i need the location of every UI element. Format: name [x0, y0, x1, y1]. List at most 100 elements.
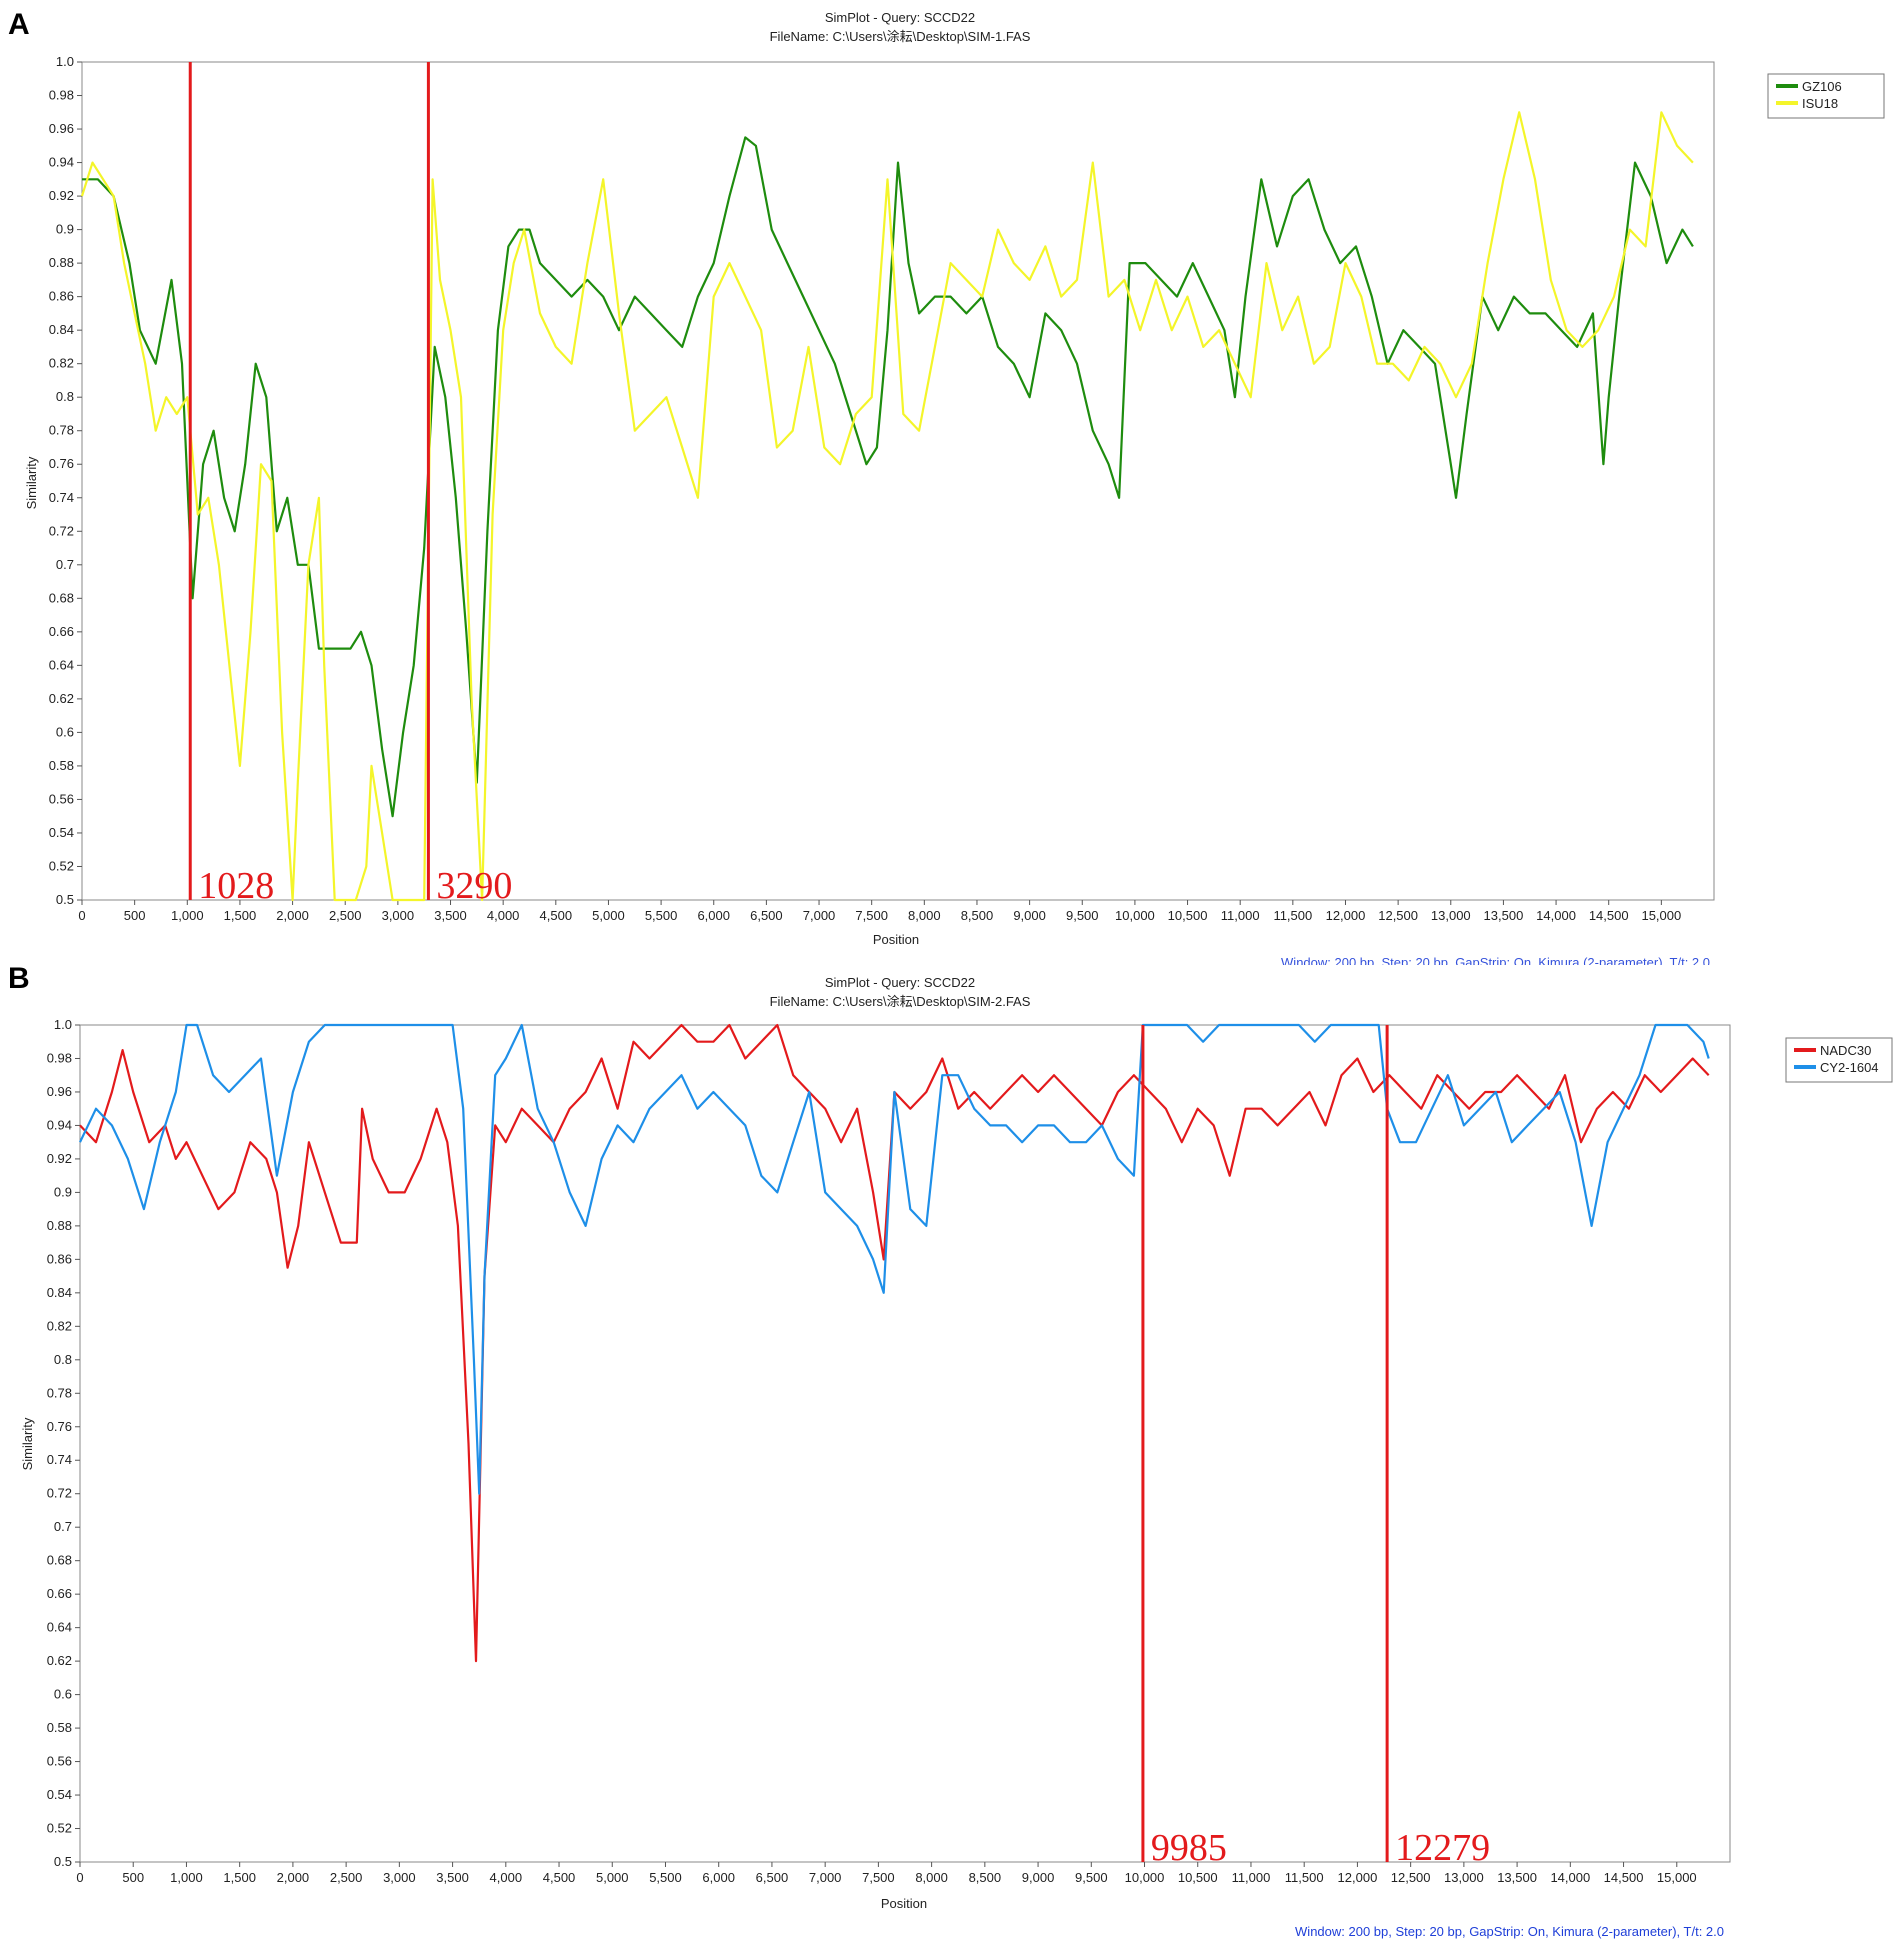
y-tick-label: 0.64 [49, 657, 74, 672]
y-tick-label: 0.52 [49, 858, 74, 873]
x-tick-label: 4,000 [490, 1870, 523, 1885]
x-tick-label: 2,500 [330, 1870, 363, 1885]
x-tick-label: 500 [124, 908, 146, 923]
x-tick-label: 13,500 [1497, 1870, 1537, 1885]
plot-area [81, 61, 1715, 901]
x-tick-label: 6,500 [750, 908, 783, 923]
x-tick-label: 500 [122, 1870, 144, 1885]
chart-subtitle: FileName: C:\Users\涂耘\Desktop\SIM-1.FAS [770, 29, 1031, 44]
y-tick-label: 0.8 [56, 389, 74, 404]
y-tick-label: 0.6 [56, 724, 74, 739]
x-tick-label: 7,500 [855, 908, 888, 923]
legend-label: ISU18 [1802, 96, 1838, 111]
x-axis-label: Position [881, 1896, 927, 1911]
y-tick-label: 0.74 [49, 490, 74, 505]
y-tick-label: 0.68 [47, 1553, 72, 1568]
series-lines [80, 111, 1694, 902]
legend-box [1767, 73, 1885, 119]
settings-footer: Window: 200 bp, Step: 20 bp, GapStrip: O… [1295, 1924, 1724, 1939]
x-tick-label: 5,500 [645, 908, 678, 923]
panel-letter: B [8, 962, 30, 995]
x-tick-label: 4,500 [543, 1870, 576, 1885]
x-tick-label: 11,000 [1221, 908, 1260, 923]
series-line-gz106 [82, 136, 1694, 818]
y-tick-label: 0.5 [54, 1854, 72, 1869]
x-tick-label: 0 [76, 1870, 83, 1885]
legend-label: CY2-1604 [1820, 1060, 1879, 1075]
series-line-nadc30 [79, 1023, 1710, 1663]
settings-footer: Window: 200 bp, Step: 20 bp, GapStrip: O… [1281, 955, 1710, 970]
y-tick-label: 0.54 [49, 825, 74, 840]
x-tick-label: 14,000 [1550, 1870, 1590, 1885]
y-tick-label: 0.7 [54, 1519, 72, 1534]
y-tick-label: 0.78 [49, 423, 74, 438]
x-tick-label: 15,000 [1657, 1870, 1697, 1885]
chart-title: SimPlot - Query: SCCD22 [825, 10, 975, 25]
panel-letter: A [8, 8, 30, 41]
series-line-isu18 [80, 111, 1694, 902]
x-tick-label: 2,000 [276, 908, 309, 923]
y-tick-label: 0.5 [56, 892, 74, 907]
y-tick-label: 0.76 [47, 1419, 72, 1434]
x-tick-label: 4,000 [487, 908, 520, 923]
x-tick-label: 2,500 [329, 908, 362, 923]
x-tick-label: 12,500 [1391, 1870, 1431, 1885]
series-lines [79, 1023, 1710, 1663]
x-tick-label: 7,500 [862, 1870, 895, 1885]
y-tick-label: 1.0 [54, 1017, 72, 1032]
breakpoint-label: 9985 [1151, 1827, 1227, 1869]
x-tick-label: 11,500 [1285, 1870, 1324, 1885]
y-tick-label: 1.0 [56, 54, 74, 69]
y-tick-label: 0.58 [47, 1720, 72, 1735]
x-tick-label: 3,500 [436, 1870, 469, 1885]
y-tick-label: 0.74 [47, 1452, 72, 1467]
x-tick-label: 6,500 [756, 1870, 789, 1885]
y-tick-label: 0.86 [49, 289, 74, 304]
x-tick-label: 7,000 [803, 908, 836, 923]
y-tick-label: 0.78 [47, 1385, 72, 1400]
y-tick-label: 0.6 [54, 1687, 72, 1702]
x-tick-label: 8,000 [908, 908, 941, 923]
x-tick-label: 7,000 [809, 1870, 842, 1885]
x-tick-label: 5,000 [596, 1870, 629, 1885]
y-tick-label: 0.64 [47, 1620, 72, 1635]
y-tick-label: 0.96 [49, 121, 74, 136]
chart-title: SimPlot - Query: SCCD22 [825, 975, 975, 990]
legend-label: NADC30 [1820, 1043, 1871, 1058]
chart-subtitle: FileName: C:\Users\涂耘\Desktop\SIM-2.FAS [770, 994, 1031, 1009]
y-axis-label: Similarity [20, 1417, 35, 1470]
panel-a: A SimPlot - Query: SCCD22 FileName: C:\U… [8, 8, 1885, 970]
y-tick-label: 0.76 [49, 456, 74, 471]
y-tick-label: 0.98 [49, 88, 74, 103]
y-tick-label: 0.58 [49, 758, 74, 773]
y-axis-label: Similarity [24, 456, 39, 509]
x-tick-label: 10,500 [1168, 908, 1208, 923]
y-tick-label: 0.72 [49, 523, 74, 538]
y-tick-label: 0.82 [49, 356, 74, 371]
legend-label: GZ106 [1802, 79, 1842, 94]
x-axis-ticks: 0 500 1,000 1,500 2,000 2,500 3,000 3,500 4,000 4… [76, 1862, 1697, 1885]
y-tick-label: 0.98 [47, 1050, 72, 1065]
x-tick-label: 0 [78, 908, 85, 923]
x-axis-label: Position [873, 932, 919, 947]
plot-area [79, 1024, 1731, 1863]
x-tick-label: 6,000 [702, 1870, 735, 1885]
x-tick-label: 14,500 [1604, 1870, 1644, 1885]
x-tick-label: 3,000 [382, 908, 415, 923]
x-tick-label: 3,000 [383, 1870, 416, 1885]
y-tick-label: 0.86 [47, 1251, 72, 1266]
x-tick-label: 5,500 [649, 1870, 682, 1885]
x-tick-label: 1,000 [170, 1870, 203, 1885]
breakpoint-markers: 1028 3290 [188, 62, 512, 907]
x-tick-label: 13,500 [1484, 908, 1524, 923]
legend: NADC30 CY2-1604 [1785, 1037, 1893, 1083]
y-tick-label: 0.56 [49, 791, 74, 806]
y-tick-label: 0.96 [47, 1084, 72, 1099]
x-tick-label: 8,500 [961, 908, 994, 923]
x-tick-label: 10,000 [1115, 908, 1155, 923]
y-tick-label: 0.8 [54, 1352, 72, 1367]
y-tick-label: 0.9 [54, 1184, 72, 1199]
y-tick-label: 0.52 [47, 1821, 72, 1836]
x-tick-label: 9,500 [1075, 1870, 1108, 1885]
